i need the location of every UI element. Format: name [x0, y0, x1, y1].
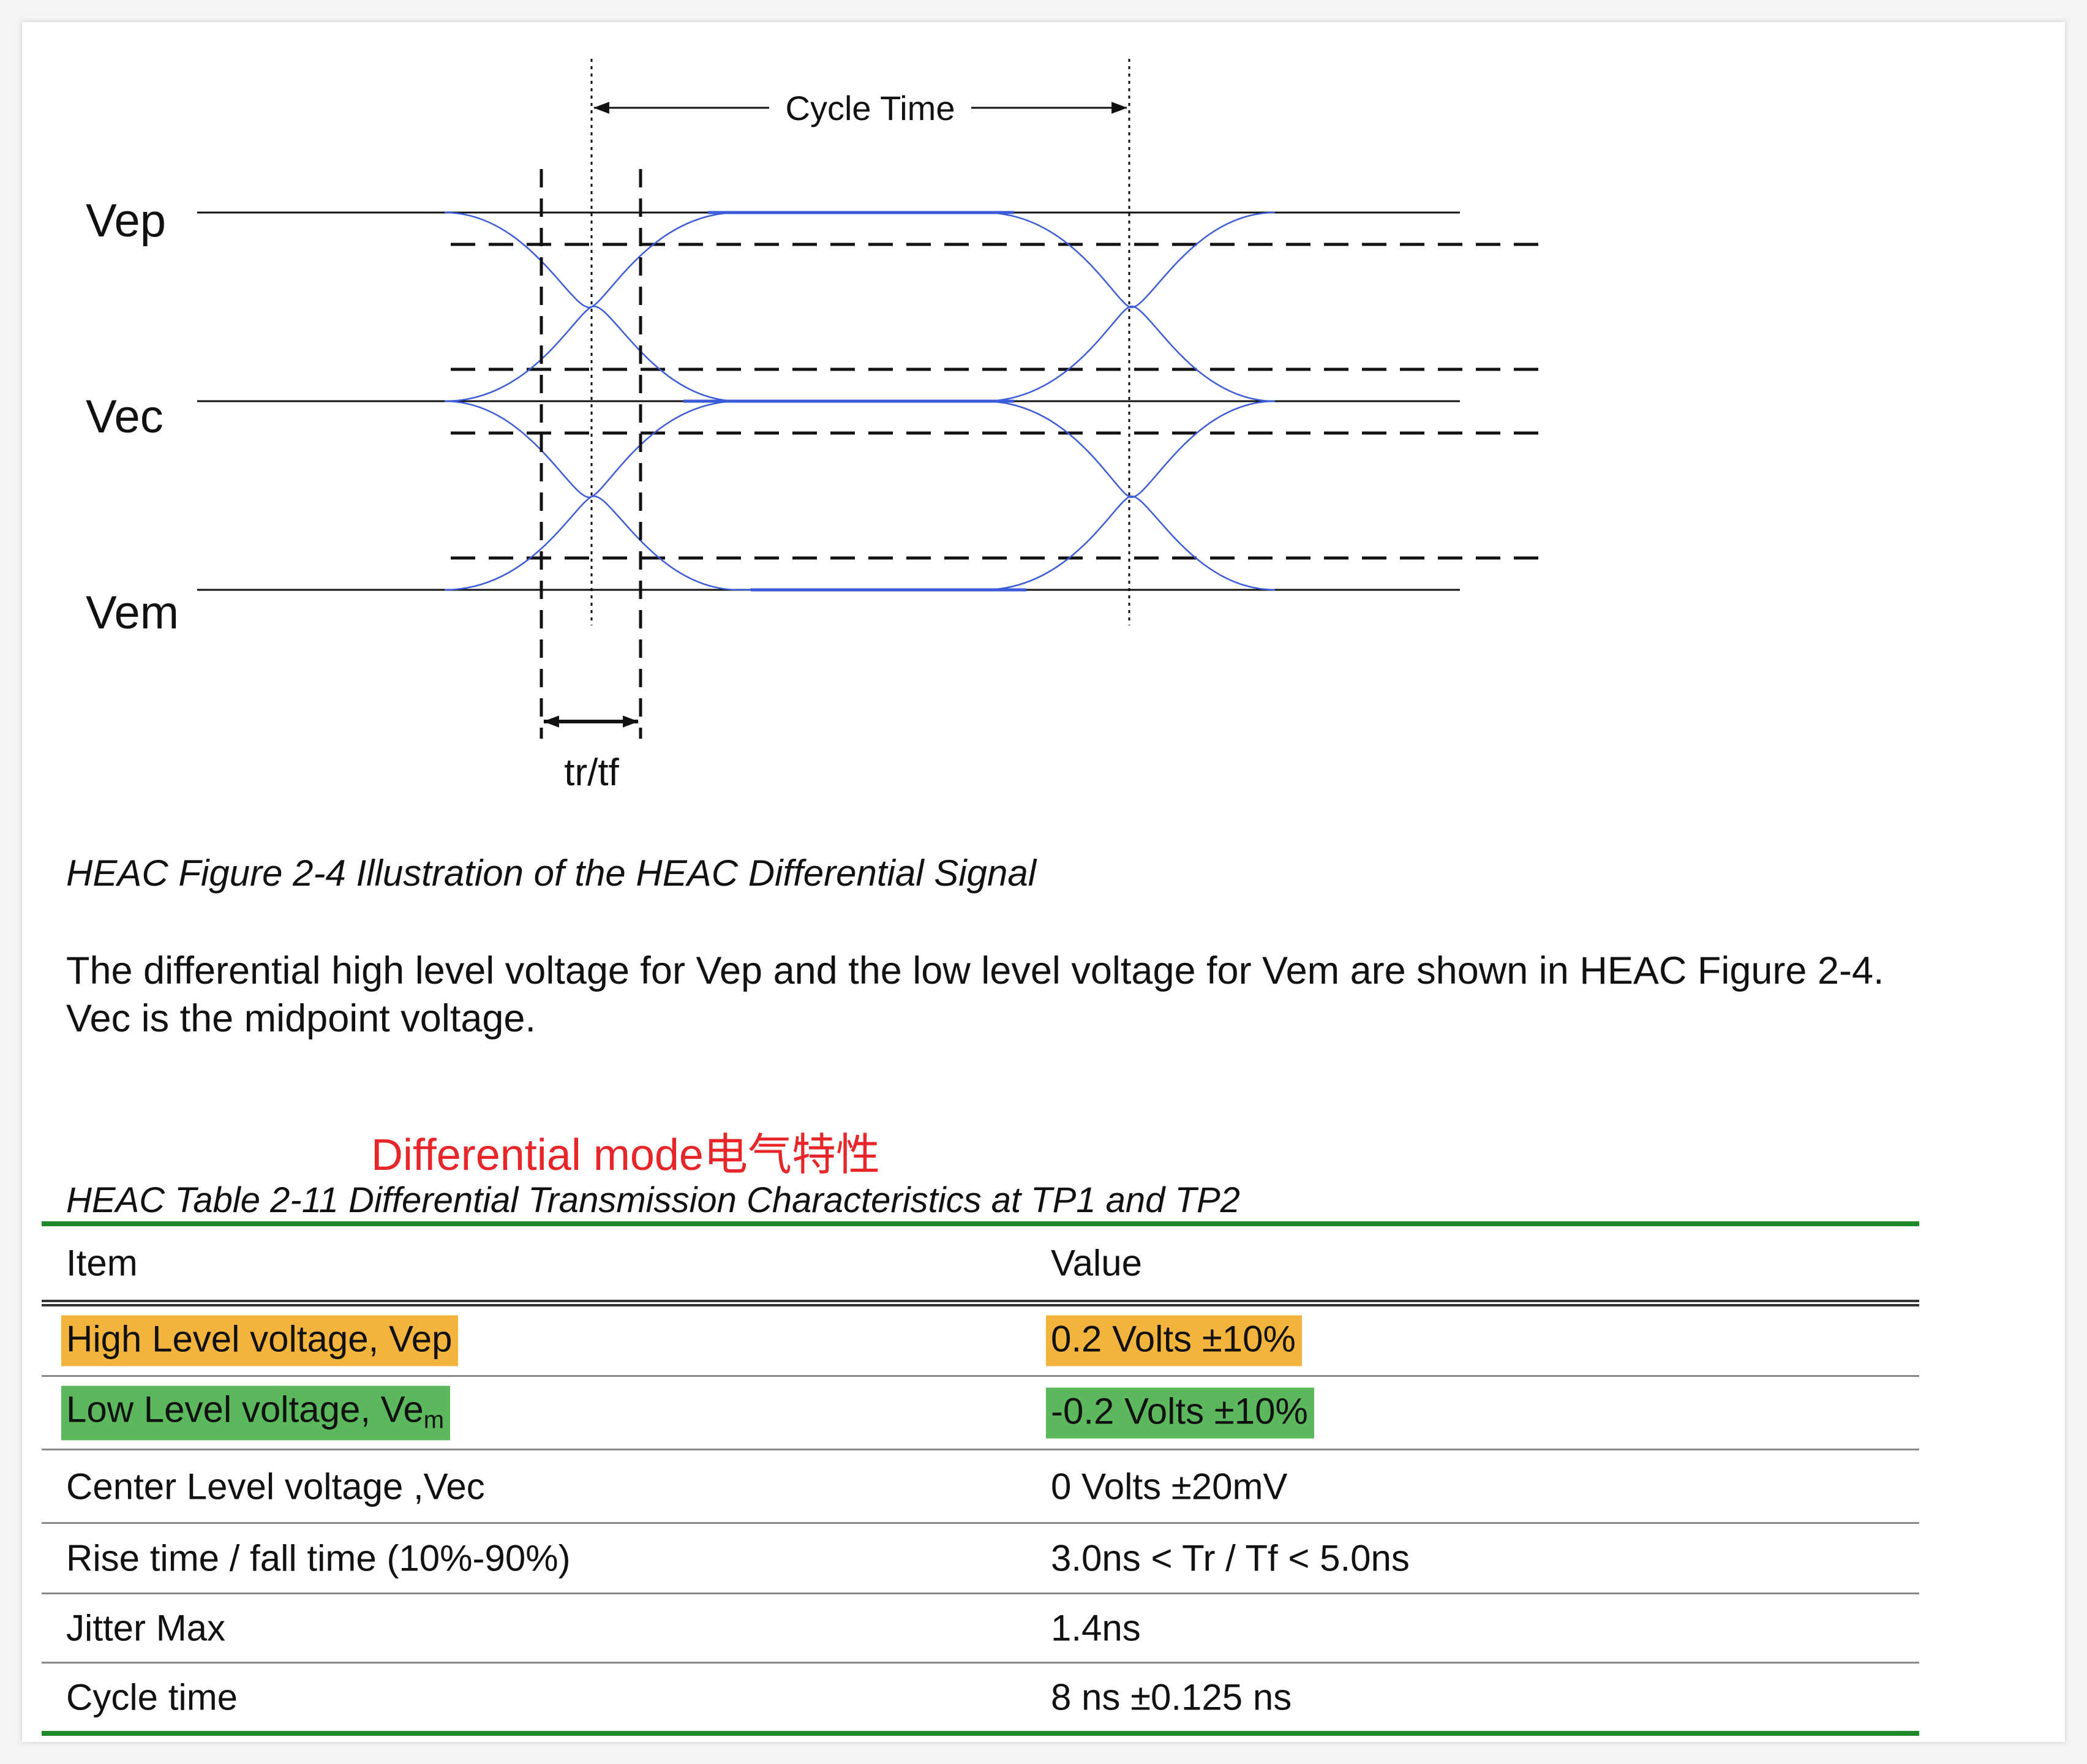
signal-eye-pattern	[444, 211, 1276, 592]
row-value: 1.4ns	[1051, 1607, 1141, 1649]
vem-label: Vem	[86, 587, 179, 639]
differential-signal-figure: Vep Vec Vem	[86, 59, 1541, 794]
table-row: Rise time / fall time (10%-90%) 3.0ns < …	[42, 1524, 1919, 1593]
row-item: Rise time / fall time (10%-90%)	[66, 1537, 571, 1579]
paragraph-line-1: The differential high level voltage for …	[66, 949, 1884, 992]
paragraph-line-2: Vec is the midpoint voltage.	[66, 997, 536, 1040]
vec-label: Vec	[86, 391, 164, 443]
cycle-time-markers	[590, 59, 1130, 625]
row-item: Cycle time	[66, 1676, 238, 1718]
trtf-label: tr/tf	[564, 752, 619, 794]
row-item-subscript: m	[423, 1406, 445, 1433]
table-row: Jitter Max 1.4ns	[42, 1594, 1919, 1662]
characteristics-table: Item Value High Level voltage, Vep 0.2 V…	[42, 1221, 1919, 1736]
row-divider	[42, 1593, 1919, 1594]
table-header-row: Item Value	[42, 1226, 1919, 1300]
row-value: 0.2 Volts ±10%	[1046, 1315, 1302, 1366]
red-annotation: Differential mode电气特性	[371, 1131, 880, 1180]
row-item: Jitter Max	[66, 1607, 226, 1649]
table-row: High Level voltage, Vep 0.2 Volts ±10%	[42, 1306, 1919, 1375]
row-value: 0 Volts ±20mV	[1051, 1466, 1288, 1507]
row-divider	[42, 1522, 1919, 1524]
row-divider	[42, 1375, 1919, 1377]
threshold-dashed-lines	[451, 243, 1541, 560]
row-value: 8 ns ±0.125 ns	[1051, 1676, 1292, 1718]
row-value: -0.2 Volts ±10%	[1046, 1387, 1314, 1438]
header-value: Value	[1051, 1242, 1143, 1284]
vep-label: Vep	[86, 195, 166, 247]
row-divider	[42, 1662, 1919, 1664]
header-item: Item	[66, 1242, 138, 1284]
row-divider	[42, 1449, 1919, 1450]
cycle-time-label: Cycle Time	[786, 89, 955, 127]
figure-caption: HEAC Figure 2-4 Illustration of the HEAC…	[66, 853, 1037, 894]
row-value: 3.0ns < Tr / Tf < 5.0ns	[1051, 1537, 1410, 1579]
table-row: Center Level voltage ,Vec 0 Volts ±20mV	[42, 1450, 1919, 1522]
body-paragraph: The differential high level voltage for …	[66, 947, 2063, 1042]
table-header-rule	[42, 1300, 1919, 1306]
table-row: Low Level voltage, Vem -0.2 Volts ±10%	[42, 1377, 1919, 1449]
document-page: Vep Vec Vem	[22, 22, 2065, 1742]
rise-fall-markers	[540, 169, 642, 739]
table-top-rule	[42, 1221, 1919, 1226]
row-item: High Level voltage, Vep	[61, 1315, 459, 1366]
row-item: Low Level voltage, Vem	[61, 1385, 451, 1440]
table-caption: HEAC Table 2-11 Differential Transmissio…	[66, 1180, 1240, 1220]
row-item-main: Low Level voltage, Ve	[66, 1389, 424, 1430]
row-item: Center Level voltage ,Vec	[66, 1466, 485, 1507]
table-bottom-rule	[42, 1731, 1919, 1736]
table-row: Cycle time 8 ns ±0.125 ns	[42, 1664, 1919, 1731]
